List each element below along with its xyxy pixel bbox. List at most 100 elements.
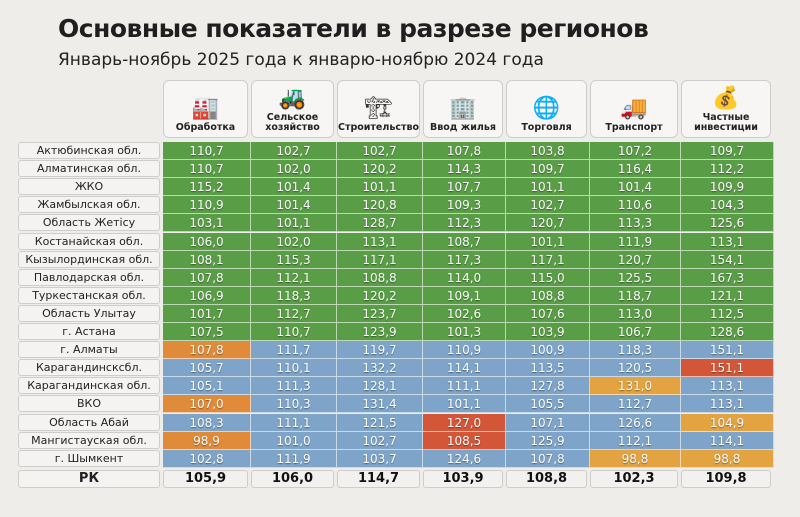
table-cell: 117,3 [423,250,506,269]
coins-plant-icon: 💰 [712,86,740,111]
region-label: Область Жетісу [18,214,160,232]
building-icon: 🏢 [449,96,477,121]
table-cell: 107,1 [506,413,590,432]
table-cell: 125,5 [590,268,681,287]
column-header: 🚜 Сельское хозяйство [251,80,334,138]
table-cell: 105,5 [506,395,590,414]
table-cell: 110,9 [163,196,251,215]
table-cell: 111,9 [251,449,337,468]
table-cell: 120,5 [590,359,681,378]
table-cell: 107,0 [163,395,251,414]
crane-icon: 🏗 [364,96,393,121]
table-cell: 109,9 [681,178,774,197]
table-cell: 100,9 [506,341,590,360]
table-cell: 103,1 [163,214,251,233]
table-cell: 113,3 [590,214,681,233]
table-cell: 124,6 [423,449,506,468]
table-cell: 98,8 [681,449,774,468]
region-label: г. Алматы [18,341,160,359]
table-cell: 101,4 [590,178,681,197]
table-cell: 123,7 [337,304,423,323]
table-cell: 102,7 [337,142,423,160]
table-cell: 121,5 [337,413,423,432]
table-cell: 110,6 [590,196,681,215]
table-cell: 101,1 [506,178,590,197]
table-cell: 108,8 [506,286,590,305]
table-cell: 107,8 [423,142,506,160]
table-cell: 116,4 [590,160,681,179]
table-cell: 101,1 [423,395,506,414]
region-label: ЖКО [18,178,160,196]
table-cell: 125,9 [506,431,590,450]
table-cell: 154,1 [681,250,774,269]
total-cell: 106,0 [251,470,334,488]
table-cell: 125,6 [681,214,774,233]
table-cell: 103,7 [337,449,423,468]
page-title: Основные показатели в разрезе регионов [58,14,649,43]
table-cell: 151,1 [681,359,774,378]
region-label: Костанайская обл. [18,232,160,250]
table-cell: 111,1 [423,377,506,396]
table-cell: 111,3 [251,377,337,396]
table-cell: 102,0 [251,160,337,179]
table-cell: 118,3 [590,341,681,360]
table-cell: 151,1 [681,341,774,360]
table-cell: 126,6 [590,413,681,432]
table-cell: 120,2 [337,160,423,179]
table-cell: 128,1 [337,377,423,396]
table-cell: 104,9 [681,413,774,432]
table-cell: 105,7 [163,359,251,378]
table-cell: 120,2 [337,286,423,305]
table-cell: 119,7 [337,341,423,360]
table-cell: 128,7 [337,214,423,233]
table-cell: 117,1 [506,250,590,269]
tractor-icon: 🚜 [278,86,307,111]
table-cell: 132,2 [337,359,423,378]
total-cell: 109,8 [681,470,771,488]
table-cell: 114,1 [423,359,506,378]
table-cell: 113,1 [681,395,774,414]
table-cell: 117,1 [337,250,423,269]
table-cell: 108,1 [163,250,251,269]
table-cell: 111,1 [251,413,337,432]
table-cell: 113,1 [681,232,774,251]
region-label: Карагандинсксбл. [18,359,160,377]
table-cell: 110,9 [423,341,506,360]
table-cell: 109,3 [423,196,506,215]
table-cell: 113,1 [681,377,774,396]
table-cell: 101,1 [251,214,337,233]
column-header: 🚚 Транспорт [590,80,678,138]
column-header-label: Сельское хозяйство [265,112,320,133]
table-cell: 109,7 [506,160,590,179]
region-label: Область Улытау [18,304,160,322]
table-cell: 118,3 [251,286,337,305]
table-cell: 98,8 [590,449,681,468]
region-label: г. Астана [18,323,160,340]
table-cell: 106,7 [590,323,681,341]
table-cell: 109,7 [681,142,774,160]
table-cell: 112,5 [681,304,774,323]
table-cell: 111,7 [251,341,337,360]
table-cell: 167,3 [681,268,774,287]
table-cell: 120,7 [506,214,590,233]
table-cell: 114,1 [681,431,774,450]
region-label: Актюбинская обл. [18,142,160,159]
table-cell: 101,1 [506,232,590,251]
table-cell: 103,8 [506,142,590,160]
region-label: Кызылординская обл. [18,250,160,268]
table-cell: 101,7 [163,304,251,323]
table-cell: 112,7 [590,395,681,414]
table-cell: 102,7 [337,431,423,450]
table-cell: 102,6 [423,304,506,323]
table-cell: 106,0 [163,232,251,251]
table-cell: 101,0 [251,431,337,450]
column-header-label: Транспорт [605,122,663,133]
table-cell: 113,1 [337,232,423,251]
region-label: Жамбылская обл. [18,196,160,214]
table-cell: 114,0 [423,268,506,287]
region-label: Область Абай [18,413,160,431]
column-header: 💰 Частные инвестиции [681,80,771,138]
table-cell: 110,7 [251,323,337,341]
column-header-label: Торговля [521,122,572,133]
table-cell: 107,6 [506,304,590,323]
